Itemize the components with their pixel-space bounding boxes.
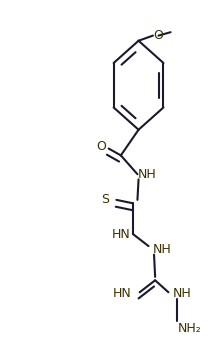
Text: O: O — [96, 140, 106, 153]
Text: NH: NH — [138, 168, 156, 181]
Text: S: S — [101, 194, 109, 206]
Text: HN: HN — [112, 228, 131, 240]
Text: NH: NH — [153, 243, 172, 256]
Text: NH₂: NH₂ — [177, 322, 201, 335]
Text: NH: NH — [173, 287, 192, 300]
Text: HN: HN — [113, 287, 132, 300]
Text: O: O — [153, 29, 163, 42]
